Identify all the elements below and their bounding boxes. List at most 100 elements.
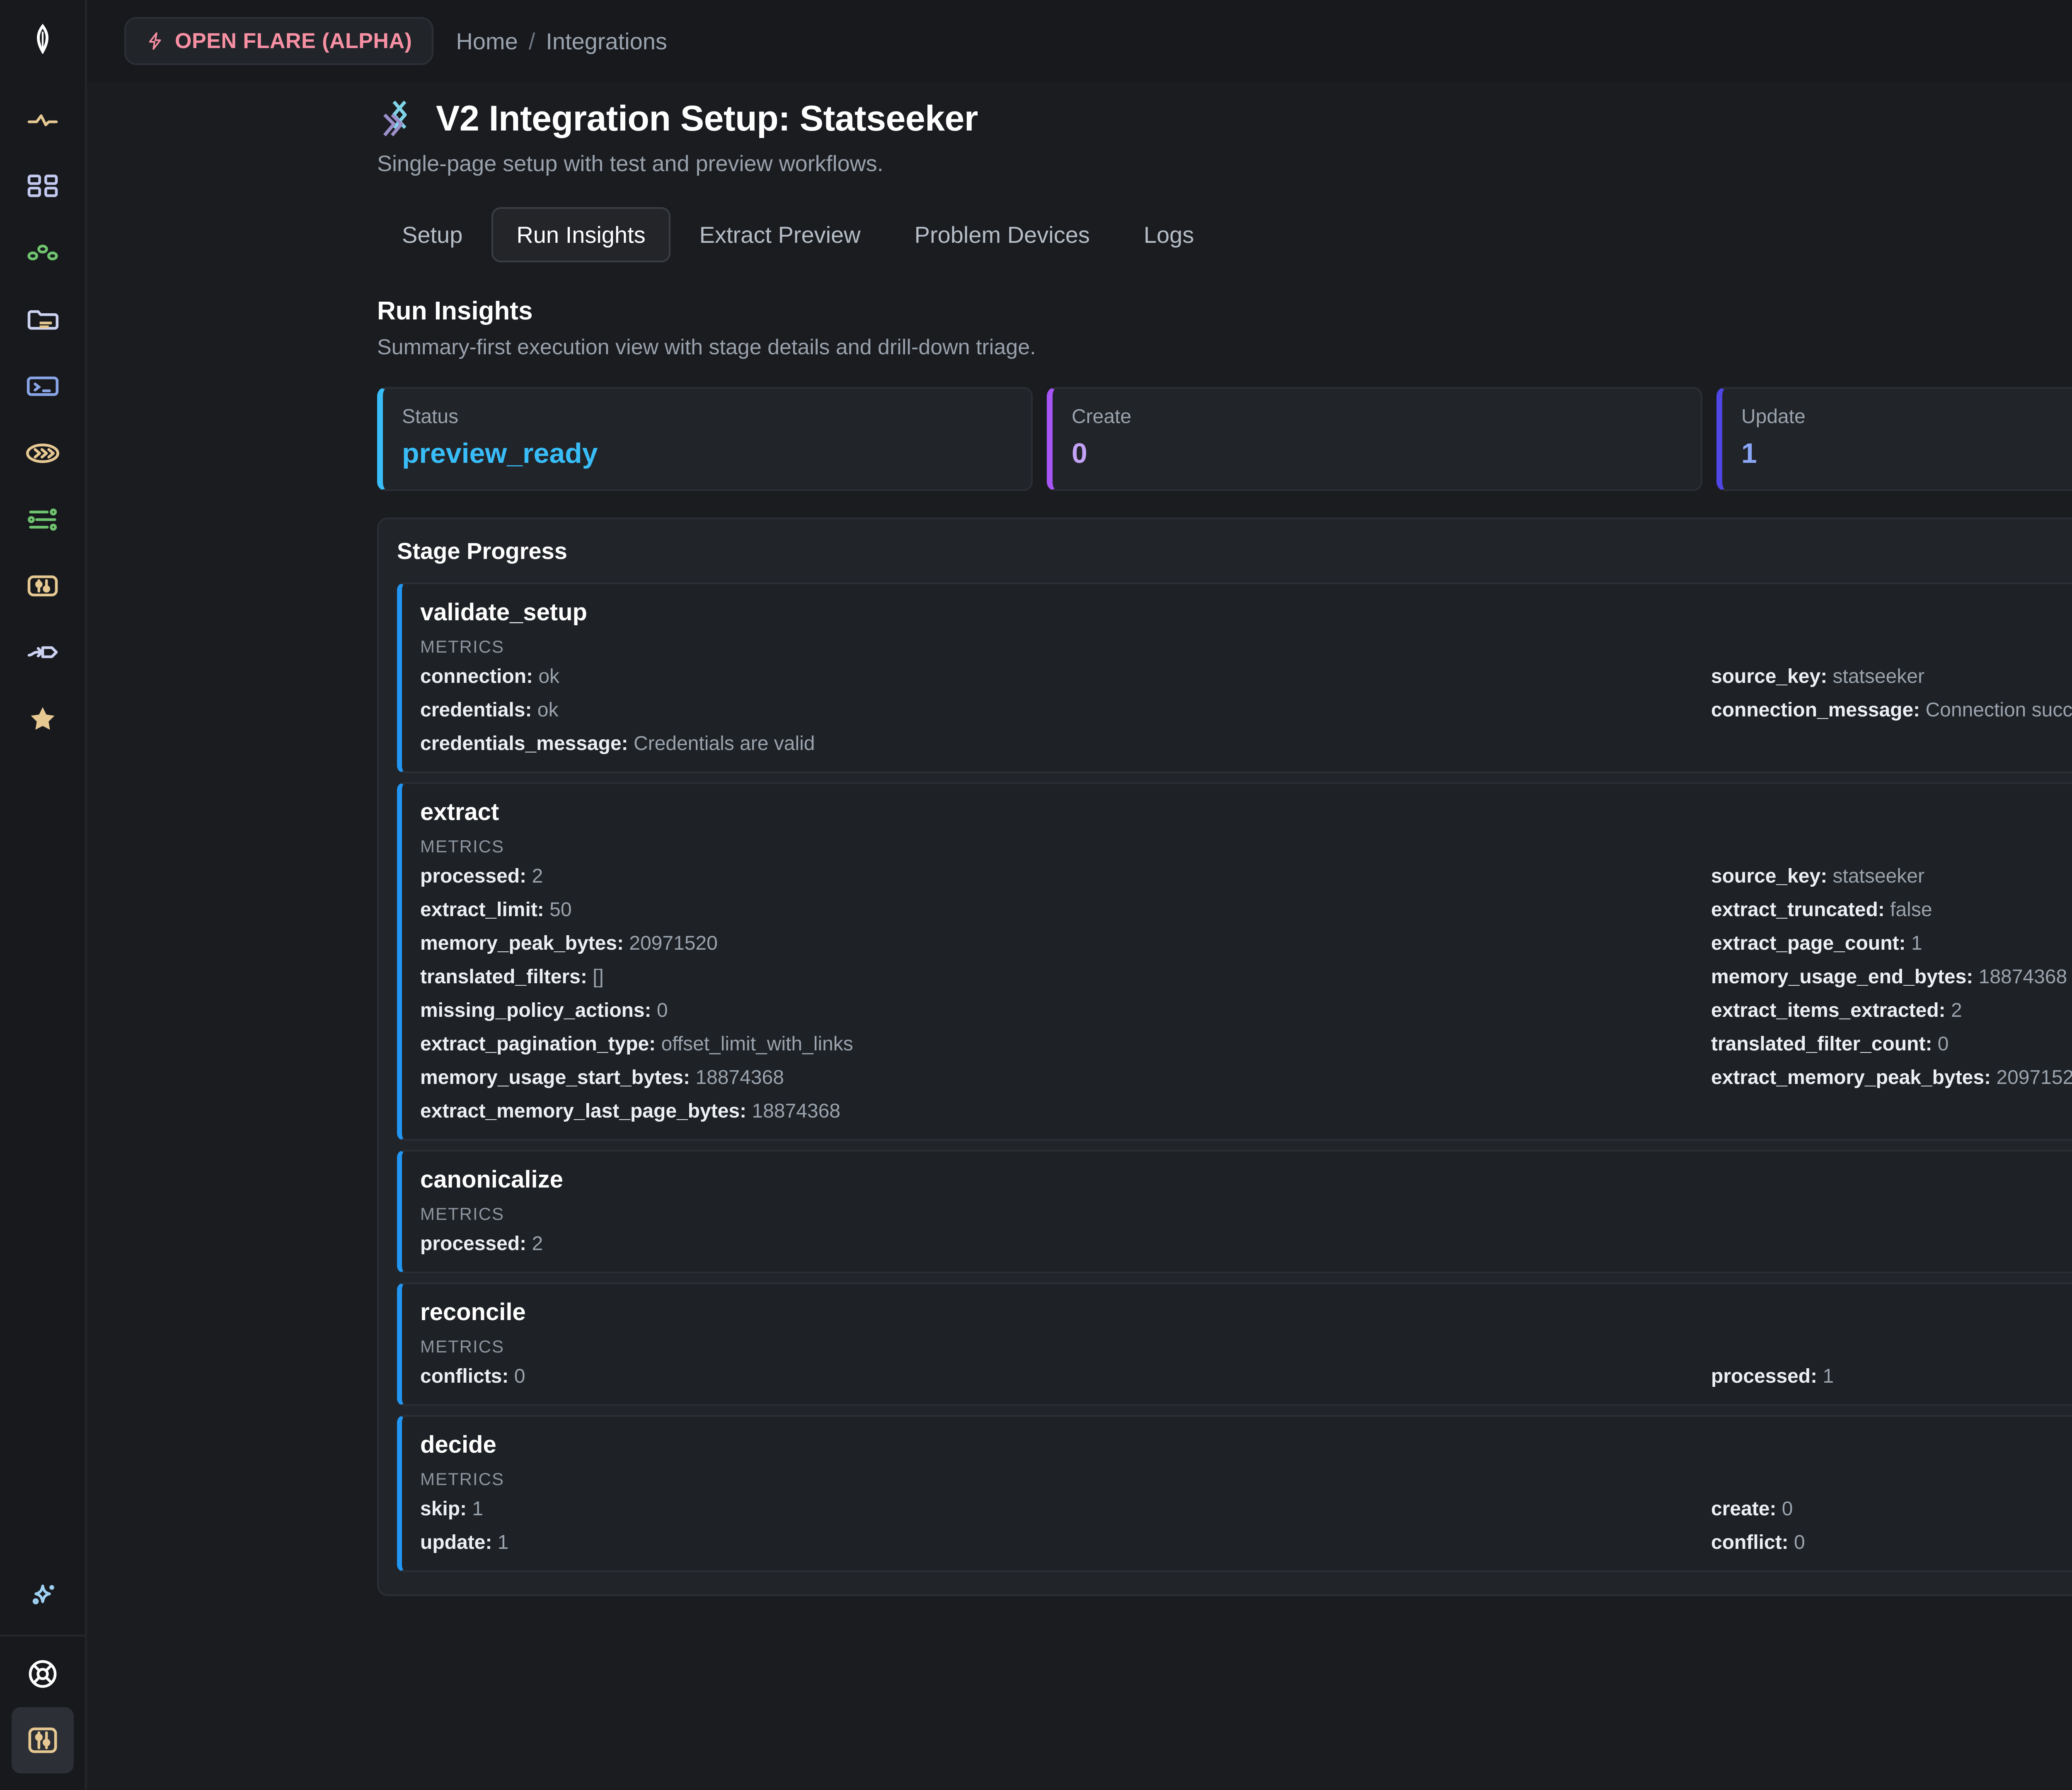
metric-key: conflict: — [1711, 1531, 1789, 1553]
lifebuoy-help-icon — [29, 1660, 56, 1688]
metric-key: source_key: — [1711, 865, 1828, 887]
metric-row: skip: 1 — [420, 1497, 1711, 1520]
metric-column-left: processed: 2 extract_limit: 50 memory_peak… — [420, 865, 1711, 1122]
metric-value: 2 — [526, 1233, 543, 1255]
metric-grid: skip: 1 update: 1 create: 0 conflict: 0 — [420, 1497, 2072, 1554]
metric-value: 1 — [467, 1498, 484, 1520]
breadcrumb-current[interactable]: Integrations — [546, 28, 667, 54]
section-subtitle: Summary-first execution view with stage … — [377, 335, 1036, 359]
metric-column-right: processed: 1 — [1711, 1365, 2072, 1388]
breadcrumb-home[interactable]: Home — [456, 28, 518, 54]
metric-key: connection_message: — [1711, 699, 1920, 721]
kpi-card-create[interactable]: Create 0 — [1047, 387, 1702, 491]
metric-row: missing_policy_actions: 0 — [420, 999, 1711, 1022]
kpi-card-update[interactable]: Update 1 — [1716, 387, 2072, 491]
kpi-label: Update — [1741, 406, 1806, 428]
tab-extract-preview[interactable]: Extract Preview — [699, 222, 861, 248]
sidebar-item-merge-branch[interactable] — [12, 619, 74, 685]
sidebar-item-terminal[interactable] — [12, 354, 74, 420]
merge-branch-icon — [27, 646, 58, 658]
metric-row: conflicts: 0 — [420, 1365, 1711, 1388]
stage-card[interactable]: reconcilecompletedMETRICSconflicts: 0pro… — [397, 1282, 2072, 1406]
metric-row: update: 1 — [420, 1531, 1711, 1554]
sidebar-item-ai-assistant[interactable] — [12, 1564, 74, 1630]
sidebar-item-folder[interactable] — [12, 288, 74, 354]
terminal-icon — [27, 376, 58, 396]
sidebar-item-network[interactable] — [12, 221, 74, 288]
stage-card[interactable]: extractcompletedMETRICSprocessed: 2extra… — [397, 782, 2072, 1141]
stage-header: canonicalizecompleted — [420, 1166, 2072, 1193]
metric-value: 1 — [1817, 1365, 1834, 1387]
metrics-label: METRICS — [420, 1337, 504, 1356]
metric-value: 2 — [1945, 999, 1962, 1021]
metric-key: extract_page_count: — [1711, 932, 1906, 954]
metric-row: memory_peak_bytes: 20971520 — [420, 932, 1711, 955]
stage-name: decide — [420, 1431, 496, 1458]
stage-progress-panel: Stage Progress validate_setupcompleted ME… — [377, 518, 2072, 1596]
sidebar-item-dashboard[interactable] — [12, 155, 74, 221]
tab-bar: Setup Run Insights Extract Preview Probl… — [377, 207, 1219, 262]
metrics-label: METRICS — [420, 1204, 504, 1224]
integration-mark-icon — [383, 100, 407, 137]
metric-row: extract_items_extracted: 2 — [1711, 999, 2072, 1022]
metric-row: extract_pagination_type: offset_limit_wi… — [420, 1033, 1711, 1055]
bolt-icon — [149, 32, 161, 50]
page-body: V2 Integration Setup: Statseeker Single-… — [87, 82, 2072, 1790]
metric-row: conflict: 0 — [1711, 1531, 2072, 1554]
app-logo[interactable] — [18, 14, 68, 64]
sidebar-item-help[interactable] — [12, 1641, 74, 1707]
folder-icon — [27, 310, 58, 330]
stage-card[interactable]: canonicalizecompleted METRICS processed: 2 — [397, 1150, 2072, 1273]
sidebar-item-settings[interactable] — [11, 1707, 74, 1773]
metric-row: translated_filters: [] — [420, 965, 1711, 988]
metric-column-left: skip: 1 update: 1 — [420, 1497, 1711, 1554]
metric-value: Connection successful — [1925, 699, 2072, 721]
metric-column-right: source_key: statseeker connection_message… — [1711, 665, 2072, 755]
tab-problem-devices[interactable]: Problem Devices — [914, 222, 1090, 248]
metric-grid: processed: 2 — [420, 1232, 2072, 1255]
sidebar-item-lightning[interactable] — [12, 89, 74, 155]
section-title: Run Insights — [377, 297, 533, 325]
tabs-toolbar-row: Setup Run Insights Extract Preview Probl… — [377, 207, 2072, 262]
sidebar-item-list-filter[interactable] — [12, 486, 74, 553]
sidebar-item-star[interactable] — [12, 685, 74, 752]
metric-value: 0 — [1788, 1531, 1805, 1553]
stage-header: decidecompleted — [420, 1431, 2072, 1459]
kpi-value: preview_ready — [402, 438, 598, 469]
kpi-label: Status — [402, 406, 459, 428]
metric-value: 1 — [1905, 932, 1922, 954]
metric-column-right — [1711, 1232, 2072, 1255]
metric-value: ok — [533, 665, 560, 687]
fast-forward-icon — [26, 443, 59, 463]
metric-key: extract_memory_peak_bytes: — [1711, 1067, 1991, 1089]
metric-column-left: processed: 2 — [420, 1232, 1711, 1255]
tab-run-insights[interactable]: Run Insights — [491, 207, 670, 262]
metric-column-left: conflicts: 0 — [420, 1365, 1711, 1388]
tab-setup[interactable]: Setup — [402, 222, 463, 248]
sidebar-item-fast-forward[interactable] — [12, 420, 74, 486]
list-filter-icon — [27, 508, 57, 531]
kpi-card-status[interactable]: Status preview_ready — [377, 387, 1033, 491]
metric-key: update: — [420, 1531, 492, 1553]
metric-value: 18874368 — [1973, 966, 2067, 988]
metric-row: source_key: statseeker — [1711, 665, 2072, 688]
metric-value: statseeker — [1827, 865, 1924, 887]
metric-row: credentials_message: Credentials are val… — [420, 732, 1711, 755]
metric-key: translated_filter_count: — [1711, 1033, 1932, 1055]
grid-dashboard-icon — [27, 174, 58, 197]
tab-logs[interactable]: Logs — [1143, 222, 1194, 248]
metric-key: translated_filters: — [420, 966, 587, 988]
metric-row: connection: ok — [420, 665, 1711, 688]
metric-value: 0 — [1932, 1033, 1949, 1055]
metric-value: 18874368 — [690, 1067, 784, 1089]
metric-key: create: — [1711, 1498, 1777, 1520]
brand-chip[interactable]: OPEN FLARE (ALPHA) — [124, 17, 434, 65]
metric-row: extract_limit: 50 — [420, 898, 1711, 921]
sidebar-item-sliders[interactable] — [12, 553, 74, 619]
metric-value: 50 — [544, 899, 572, 921]
metric-key: memory_usage_start_bytes: — [420, 1067, 690, 1089]
stage-header: extractcompleted — [420, 798, 2072, 826]
metrics-label: METRICS — [420, 1469, 504, 1489]
stage-card[interactable]: validate_setupcompleted METRICS connection… — [397, 583, 2072, 773]
